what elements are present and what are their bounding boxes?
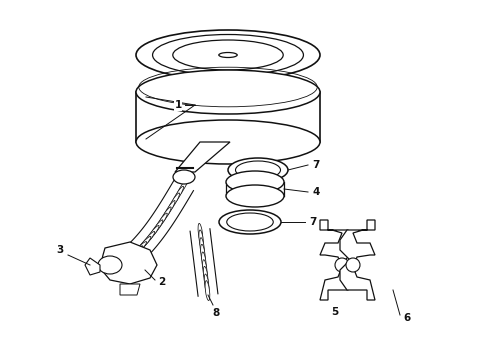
Polygon shape: [120, 284, 140, 295]
Text: 7: 7: [312, 160, 319, 170]
Ellipse shape: [226, 171, 284, 193]
Ellipse shape: [173, 40, 283, 70]
Text: 8: 8: [212, 308, 220, 318]
Ellipse shape: [136, 30, 320, 80]
Ellipse shape: [136, 120, 320, 164]
Ellipse shape: [109, 261, 126, 275]
Ellipse shape: [228, 158, 288, 182]
Ellipse shape: [118, 254, 135, 269]
Ellipse shape: [226, 185, 284, 207]
Ellipse shape: [163, 201, 175, 219]
Ellipse shape: [198, 223, 203, 243]
Ellipse shape: [219, 210, 281, 234]
Text: 4: 4: [312, 187, 319, 197]
Text: 1: 1: [174, 100, 182, 110]
Text: 2: 2: [158, 277, 166, 287]
Polygon shape: [320, 220, 355, 300]
Ellipse shape: [219, 53, 237, 58]
Ellipse shape: [201, 252, 206, 272]
Ellipse shape: [122, 250, 139, 265]
Ellipse shape: [236, 161, 280, 179]
Ellipse shape: [168, 193, 179, 212]
Ellipse shape: [136, 237, 151, 253]
Ellipse shape: [346, 258, 360, 272]
Ellipse shape: [202, 260, 207, 280]
Ellipse shape: [113, 257, 131, 271]
Text: 7: 7: [309, 217, 317, 227]
Ellipse shape: [176, 179, 188, 197]
Ellipse shape: [173, 170, 195, 184]
Polygon shape: [85, 258, 100, 275]
Ellipse shape: [149, 220, 163, 238]
Ellipse shape: [136, 70, 320, 114]
Ellipse shape: [204, 274, 209, 294]
Ellipse shape: [131, 242, 147, 257]
Ellipse shape: [172, 186, 184, 205]
Ellipse shape: [205, 281, 210, 301]
Ellipse shape: [145, 225, 159, 243]
Ellipse shape: [154, 213, 167, 231]
Polygon shape: [175, 142, 230, 172]
Polygon shape: [100, 242, 157, 284]
Text: 6: 6: [403, 313, 411, 323]
Ellipse shape: [126, 246, 143, 261]
Ellipse shape: [159, 207, 171, 225]
Ellipse shape: [152, 35, 303, 76]
Text: 3: 3: [56, 245, 64, 255]
Polygon shape: [340, 220, 375, 300]
Ellipse shape: [199, 230, 203, 250]
Ellipse shape: [335, 258, 349, 272]
Ellipse shape: [200, 244, 205, 264]
Ellipse shape: [98, 256, 122, 274]
Ellipse shape: [227, 213, 273, 231]
Ellipse shape: [140, 231, 155, 248]
Ellipse shape: [203, 266, 208, 286]
Text: 5: 5: [331, 307, 339, 317]
Ellipse shape: [200, 238, 204, 257]
